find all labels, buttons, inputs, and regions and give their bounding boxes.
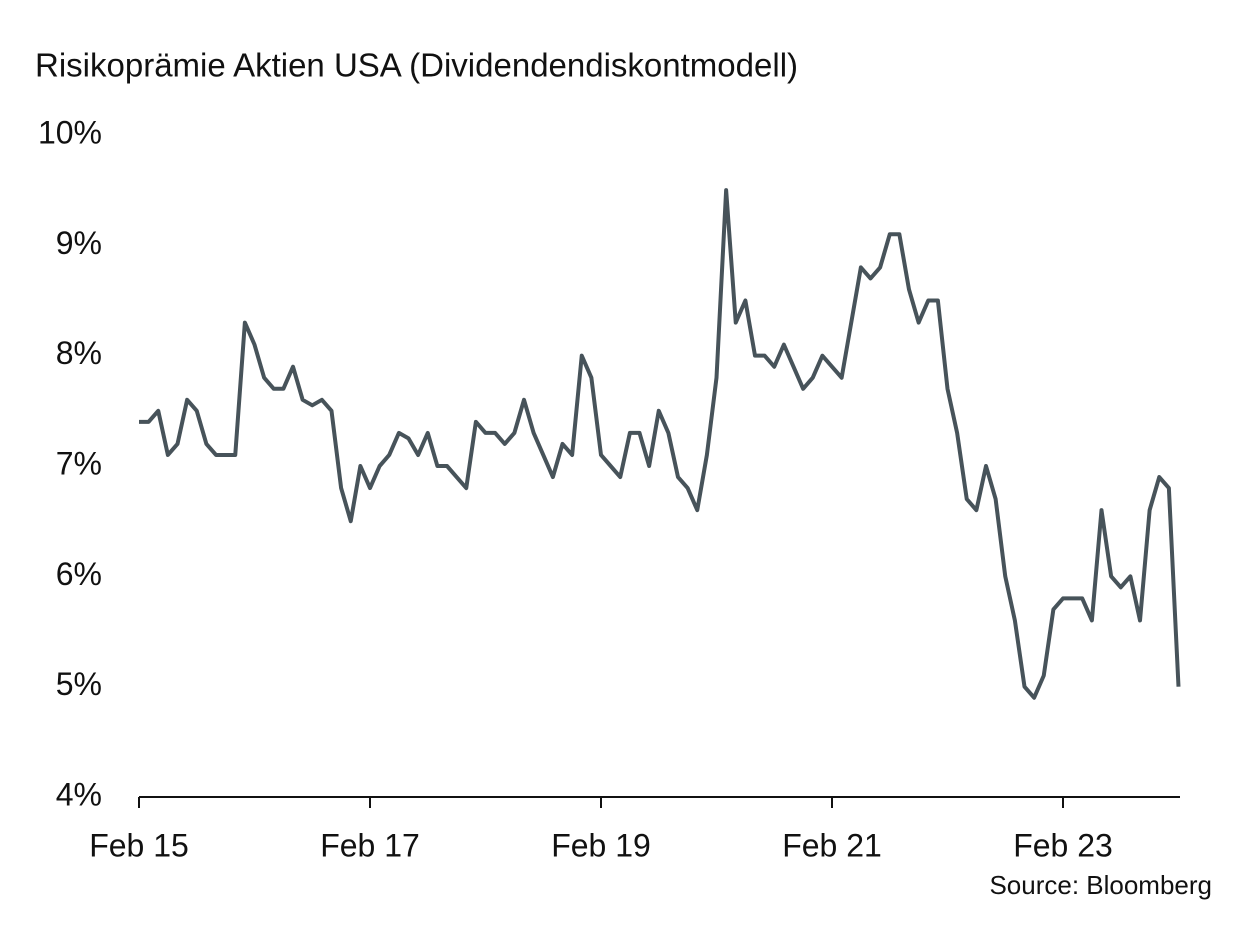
x-tick-label: Feb 21	[782, 827, 882, 863]
y-tick-label: 8%	[56, 335, 102, 371]
chart-title: Risikoprämie Aktien USA (Dividendendisko…	[35, 47, 798, 84]
x-tick-label: Feb 17	[320, 827, 420, 863]
y-tick-label: 9%	[56, 225, 102, 261]
y-tick-label: 5%	[56, 666, 102, 702]
y-tick-label: 7%	[56, 445, 102, 481]
x-tick-label: Feb 15	[89, 827, 189, 863]
source-note: Source: Bloomberg	[989, 870, 1212, 900]
x-tick-label: Feb 19	[551, 827, 651, 863]
y-tick-label: 10%	[38, 114, 102, 150]
line-series	[139, 188, 1181, 700]
y-tick-label: 4%	[56, 776, 102, 812]
y-tick-label: 6%	[56, 556, 102, 592]
x-tick-label: Feb 23	[1013, 827, 1113, 863]
